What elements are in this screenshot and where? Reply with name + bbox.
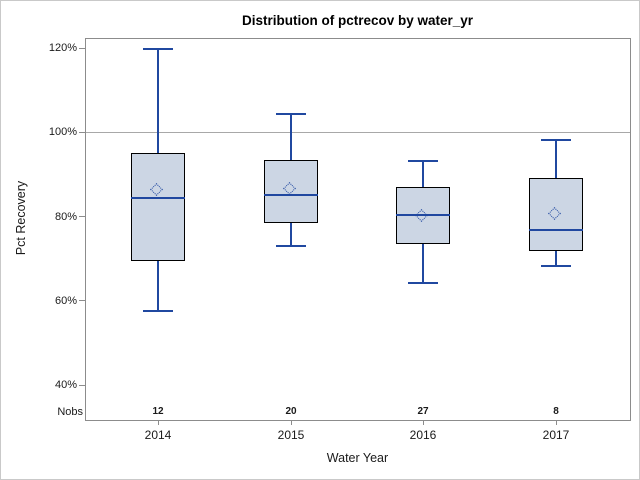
box-iqr — [131, 152, 185, 262]
x-axis-tick-mark — [555, 420, 557, 425]
x-axis-tick-label: 2014 — [144, 428, 172, 442]
whisker-cap-low — [408, 282, 438, 285]
nobs-row-label: Nobs — [57, 406, 83, 418]
whisker-cap-high — [541, 138, 571, 141]
median-line — [264, 194, 318, 197]
whisker-cap-high — [143, 48, 173, 51]
y-axis-tick-label: 120% — [48, 42, 77, 54]
median-line — [131, 196, 185, 199]
box-iqr — [529, 177, 583, 252]
median-line — [529, 228, 583, 231]
y-axis-tick-mark — [79, 384, 85, 386]
nobs-value: 27 — [417, 406, 429, 417]
chart-title: Distribution of pctrecov by water_yr — [241, 13, 474, 28]
nobs-value: 8 — [553, 406, 559, 417]
whisker-cap-low — [143, 309, 173, 312]
y-axis-tick-label: 60% — [54, 294, 77, 307]
y-axis-tick-mark — [79, 47, 85, 49]
median-line — [396, 214, 450, 217]
box-iqr — [264, 160, 318, 223]
y-axis-tick-mark — [79, 300, 85, 302]
whisker-cap-low — [276, 244, 306, 247]
y-axis-tick-label: 40% — [54, 379, 77, 391]
reference-line-100pct — [86, 131, 630, 133]
whisker-cap-low — [541, 265, 571, 268]
x-axis-tick-label: 2017 — [542, 428, 570, 442]
whisker-cap-high — [276, 113, 306, 116]
y-axis-tick-mark — [79, 131, 85, 133]
y-axis-tick-label: 80% — [54, 210, 77, 223]
whisker-cap-high — [408, 159, 438, 162]
y-axis-tick-mark — [79, 216, 85, 217]
x-axis-tick-label: 2016 — [409, 428, 437, 442]
y-axis-tick-label: 100% — [48, 126, 77, 139]
x-axis-title: Water Year — [326, 451, 389, 465]
x-axis-tick-label: 2015 — [277, 428, 305, 442]
nobs-value: 20 — [285, 406, 297, 417]
x-axis-tick-mark — [422, 420, 424, 425]
x-axis-tick-mark — [157, 420, 159, 425]
x-axis-tick-mark — [290, 420, 292, 425]
nobs-value: 12 — [152, 406, 164, 417]
